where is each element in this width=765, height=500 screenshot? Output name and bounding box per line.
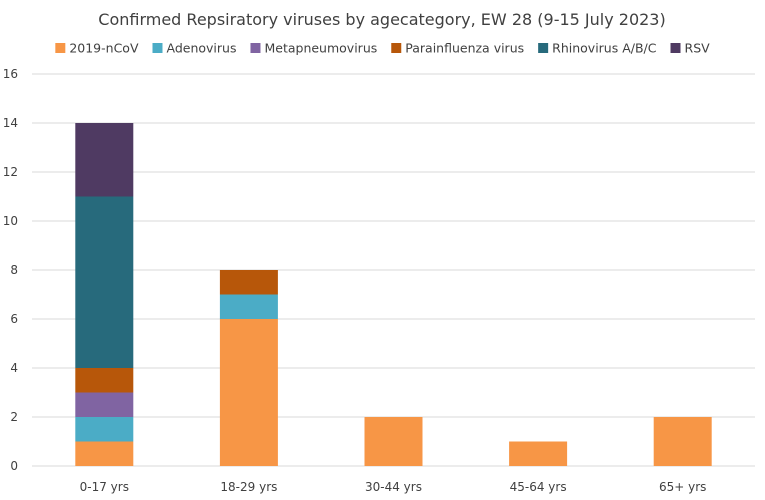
y-tick-label: 0 <box>10 459 18 473</box>
x-tick-label: 18-29 yrs <box>220 480 277 494</box>
legend-swatch <box>55 43 66 53</box>
y-tick-label: 2 <box>10 410 18 424</box>
bar-segment <box>509 441 568 466</box>
bar-segment <box>75 196 134 368</box>
bar-segment <box>75 441 134 466</box>
y-tick-label: 14 <box>3 116 18 130</box>
bar-segment <box>75 417 134 442</box>
x-tick-label: 45-64 yrs <box>510 480 567 494</box>
legend: 2019-nCoV Adenovirus Metapneumovirus Parain… <box>55 41 710 56</box>
bar-segment <box>364 417 423 466</box>
x-tick-label: 30-44 yrs <box>365 480 422 494</box>
legend-swatch <box>250 43 261 53</box>
y-tick-label: 16 <box>3 67 18 81</box>
legend-label: 2019-nCoV <box>69 41 139 56</box>
legend-label: Parainfluenza virus <box>405 41 524 56</box>
bars <box>75 123 712 466</box>
x-tick-label: 65+ yrs <box>659 480 706 494</box>
y-tick-label: 4 <box>10 361 18 375</box>
legend-item: RSV <box>670 41 711 56</box>
x-axis: 0-17 yrs 18-29 yrs 30-44 yrs 45-64 yrs 65+ y… <box>80 480 707 494</box>
legend-label: RSV <box>685 41 711 56</box>
legend-swatch <box>391 43 402 53</box>
legend-item: Metapneumovirus <box>250 41 377 56</box>
bar-segment <box>219 270 278 295</box>
legend-label: Rhinovirus A/B/C <box>552 41 657 56</box>
legend-label: Metapneumovirus <box>264 41 377 56</box>
bar-segment <box>75 392 134 417</box>
bar-segment <box>75 123 134 197</box>
y-tick-label: 12 <box>3 165 18 179</box>
bar-segment <box>219 319 278 466</box>
legend-item: Rhinovirus A/B/C <box>538 41 657 56</box>
bar-segment <box>219 294 278 319</box>
legend-item: Adenovirus <box>152 41 236 56</box>
legend-swatch <box>152 43 163 53</box>
legend-item: Parainfluenza virus <box>391 41 524 56</box>
y-tick-label: 6 <box>10 312 18 326</box>
legend-label: Adenovirus <box>166 41 236 56</box>
gridlines <box>32 73 755 467</box>
y-tick-label: 10 <box>3 214 18 228</box>
y-axis: 0 2 4 6 8 10 12 14 16 <box>3 67 18 473</box>
legend-item: 2019-nCoV <box>55 41 139 56</box>
x-tick-label: 0-17 yrs <box>80 480 129 494</box>
legend-swatch <box>670 43 681 53</box>
bar-segment <box>653 417 712 466</box>
legend-swatch <box>538 43 549 53</box>
bar-segment <box>75 368 134 393</box>
chart-title: Confirmed Repsiratory viruses by agecate… <box>98 10 665 29</box>
y-tick-label: 8 <box>10 263 18 277</box>
